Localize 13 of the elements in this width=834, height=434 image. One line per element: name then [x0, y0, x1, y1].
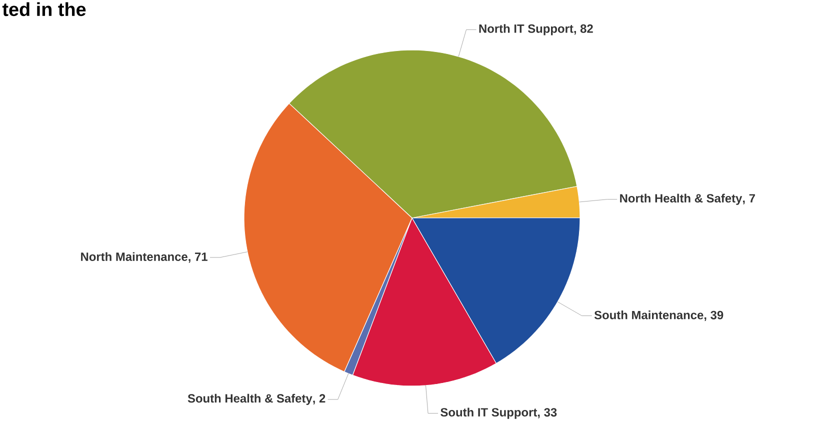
slice-label: South Maintenance: [594, 310, 704, 320]
data-label: , 82: [574, 24, 593, 35]
slice-label: North Health & Safety: [620, 194, 742, 205]
chart-title: ted in the: [2, 2, 86, 16]
data-label: , 39: [704, 310, 724, 322]
slice-label: South IT Support: [440, 408, 538, 419]
slice-label: South Health & Safety: [188, 394, 312, 406]
data-label: , 33: [538, 408, 557, 418]
slice-label: North IT Support: [479, 24, 574, 36]
data-label: , 2: [313, 394, 326, 404]
data-label: , 7: [743, 194, 755, 204]
slice-label: North Maintenance: [81, 252, 188, 261]
data-label: , 71: [188, 252, 208, 263]
